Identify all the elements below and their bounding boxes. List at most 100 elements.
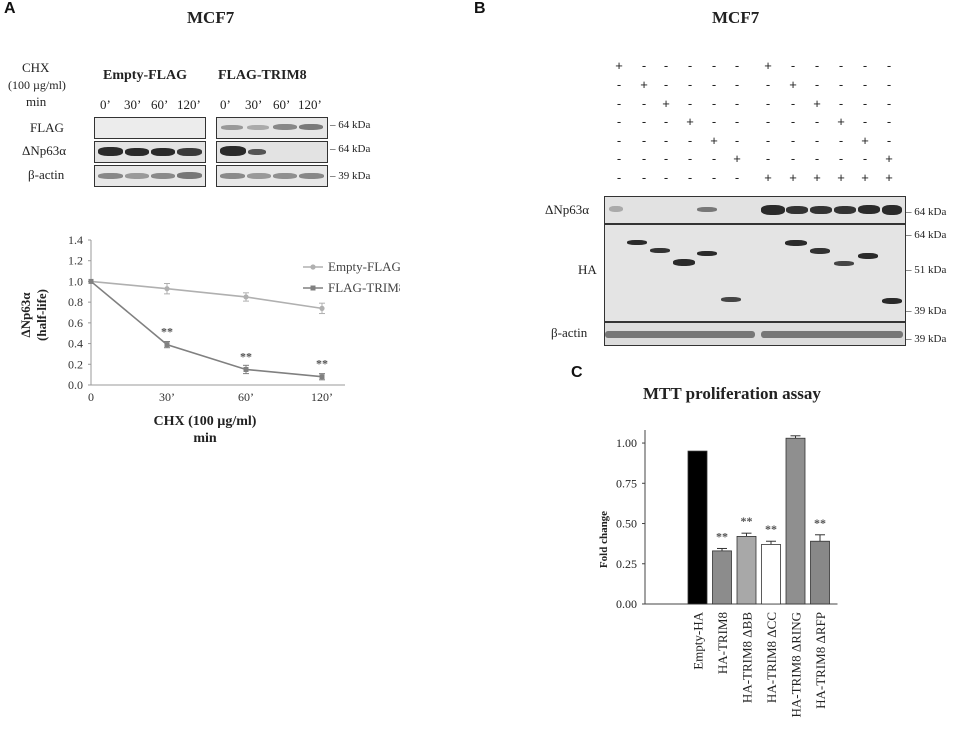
- chx-concentration-label: (100 µg/ml): [8, 78, 66, 92]
- bar: [736, 536, 757, 605]
- matrix-cell: -: [711, 77, 717, 92]
- blot-row-label-dnp63a: ΔNp63α: [22, 143, 67, 158]
- matrix-cell: +: [733, 151, 741, 166]
- blot-flag-trim8: [216, 117, 328, 139]
- matrix-cell: -: [663, 133, 669, 148]
- matrix-cell: +: [837, 170, 845, 185]
- matrix-cell: +: [789, 77, 797, 92]
- matrix-cell: -: [641, 133, 647, 148]
- matrix-cell: -: [838, 77, 844, 92]
- matrix-cell: -: [711, 170, 717, 185]
- matrix-cell: -: [687, 133, 693, 148]
- blot-b-label-ha: HA: [578, 262, 597, 277]
- data-point: [243, 366, 249, 372]
- matrix-cell: -: [765, 96, 771, 111]
- matrix-cell: +: [640, 77, 648, 92]
- matrix-cell: -: [663, 77, 669, 92]
- y-tick-label: 0.4: [68, 337, 83, 351]
- data-point: [319, 305, 325, 311]
- y-tick-label: 1.00: [616, 436, 637, 450]
- matrix-cell: -: [862, 151, 868, 166]
- matrix-cell: -: [790, 96, 796, 111]
- kda-marker: – 64 kDa: [330, 119, 371, 131]
- matrix-cell: +: [662, 96, 670, 111]
- matrix-cell: -: [790, 151, 796, 166]
- blot-b-label-dnp63a: ΔNp63α: [545, 202, 590, 217]
- matrix-cell: -: [663, 170, 669, 185]
- y-tick-label: 0.50: [616, 517, 637, 531]
- matrix-cell: -: [886, 96, 892, 111]
- matrix-cell: -: [641, 58, 647, 73]
- y-axis-label: Fold change: [598, 511, 610, 568]
- x-axis-label: CHX (100 µg/ml): [154, 414, 257, 429]
- matrix-cell: -: [765, 133, 771, 148]
- mtt-bar-chart: 0.00 0.25 0.50 0.75 1.00 Empty-HA ** HA-TRIM8 **…: [598, 430, 838, 718]
- matrix-cell: -: [616, 170, 622, 185]
- y-tick-label: 0.00: [616, 597, 637, 611]
- panel-b-title: MCF7: [712, 8, 760, 27]
- blot-dnp63a-empty: [94, 141, 206, 163]
- matrix-cell: -: [765, 77, 771, 92]
- blot-actin-trim8: [216, 165, 328, 187]
- matrix-cell: -: [711, 151, 717, 166]
- data-point: [319, 374, 325, 380]
- legend-marker: [310, 285, 316, 291]
- data-point: [88, 278, 94, 284]
- kda-marker: – 64 kDa: [330, 143, 371, 155]
- matrix-cell: -: [886, 58, 892, 73]
- kda-marker: – 39 kDa: [906, 305, 947, 317]
- matrix-cell: +: [813, 170, 821, 185]
- timepoint-label: 120’: [298, 97, 322, 112]
- matrix-cell: -: [765, 114, 771, 129]
- matrix-cell: +: [861, 170, 869, 185]
- matrix-cell: -: [663, 151, 669, 166]
- panel-c-title: MTT proliferation assay: [643, 384, 821, 403]
- panel-letter-a: A: [4, 0, 16, 17]
- y-tick-label: 0.75: [616, 476, 637, 490]
- matrix-cell: -: [616, 151, 622, 166]
- matrix-cell: -: [687, 77, 693, 92]
- x-tick-label: 0: [88, 390, 94, 404]
- y-tick-label: 0.2: [68, 357, 83, 371]
- matrix-cell: -: [663, 114, 669, 129]
- x-tick-label: 60’: [238, 390, 254, 404]
- timepoint-label: 60’: [273, 97, 291, 112]
- series-line: [90, 280, 323, 378]
- x-tick-label: HA-TRIM8 ΔCC: [764, 612, 779, 703]
- y-tick-label: 0.6: [68, 316, 83, 330]
- y-tick-label: 1.4: [68, 233, 83, 247]
- matrix-cell: -: [734, 170, 740, 185]
- y-tick-label: 0.0: [68, 378, 83, 392]
- significance-annotation: **: [161, 325, 173, 339]
- bar: [785, 437, 806, 605]
- y-axis-label: (half-life): [34, 289, 49, 341]
- matrix-cell: +: [813, 96, 821, 111]
- matrix-cell: -: [616, 133, 622, 148]
- matrix-cell: -: [711, 114, 717, 129]
- blot-b-label-beta-actin: β-actin: [551, 325, 588, 340]
- blot-b-ha: [604, 224, 906, 322]
- kda-marker: – 51 kDa: [906, 264, 947, 276]
- matrix-cell: -: [838, 58, 844, 73]
- x-tick-label: HA-TRIM8: [715, 612, 730, 674]
- matrix-cell: +: [885, 170, 893, 185]
- matrix-cell: -: [641, 151, 647, 166]
- timepoint-label: 30’: [124, 97, 142, 112]
- significance-annotation: **: [716, 529, 728, 543]
- matrix-cell: -: [641, 114, 647, 129]
- y-axis-label: ΔNp63α: [18, 292, 33, 338]
- matrix-cell: -: [765, 151, 771, 166]
- significance-annotation: **: [814, 516, 826, 530]
- legend-label: Empty-FLAG: [328, 259, 400, 274]
- legend-label: FLAG-TRIM8: [328, 280, 400, 295]
- series-line: [90, 280, 323, 310]
- legend-marker: [310, 264, 316, 270]
- matrix-cell: -: [862, 114, 868, 129]
- group-label-flag-trim8: FLAG-TRIM8: [218, 68, 307, 83]
- significance-annotation: **: [240, 349, 252, 363]
- matrix-cell: -: [886, 77, 892, 92]
- matrix-cell: -: [734, 133, 740, 148]
- matrix-cell: -: [886, 114, 892, 129]
- panel-letter-c: C: [571, 364, 583, 381]
- timepoint-label: 0’: [220, 97, 231, 112]
